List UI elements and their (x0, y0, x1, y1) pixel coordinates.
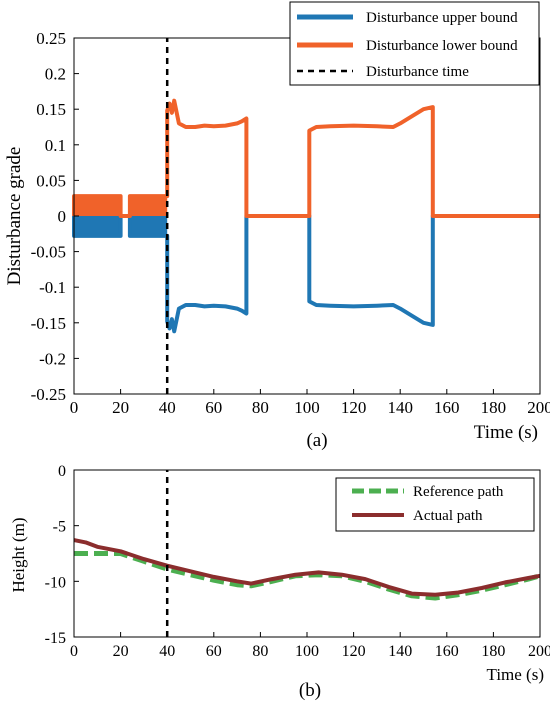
legend-label-actual-path: Actual path (413, 508, 483, 524)
x-tick-label: 100 (294, 398, 320, 417)
y-tick-label: 0.2 (45, 65, 66, 84)
y-tick-label: -0.2 (39, 349, 66, 368)
early-oscillation-band (74, 194, 168, 238)
x-tick-label: 140 (387, 398, 413, 417)
series-line-actual-path (73, 538, 541, 597)
legend-label-upper-bound: Disturbance upper bound (366, 10, 518, 26)
x-tick-label: 180 (481, 643, 505, 660)
x-tick-label: 20 (113, 643, 129, 660)
series-line-disturbance-upper-bound (72, 214, 540, 334)
panel-a-x-ticks: 0 20 40 60 80 100 120 140 160 180 200 (70, 389, 550, 417)
y-tick-label: 0.05 (36, 171, 66, 190)
panel-b-y-axis-label: Height (m) (9, 517, 28, 592)
y-tick-label: 0 (58, 207, 67, 226)
lower-bound-oscillation (74, 194, 121, 216)
y-tick-label: -0.1 (39, 278, 66, 297)
legend-label-lower-bound: Disturbance lower bound (366, 38, 518, 54)
panel-a-x-axis-label: Time (s) (474, 422, 538, 443)
panel-a: 0 20 40 60 80 100 120 140 160 180 200 0.250.20.150… (4, 1, 550, 451)
y-tick-label: -0.25 (31, 385, 66, 404)
y-tick-label: -15 (45, 630, 66, 647)
x-tick-label: 40 (159, 398, 176, 417)
panel-b-legend: Reference path Actual path (335, 477, 535, 532)
y-tick-label: -0.05 (31, 243, 66, 262)
lower-bound-oscillation (129, 194, 168, 216)
panel-a-y-axis-label: Disturbance grade (4, 147, 25, 286)
x-tick-label: 180 (481, 398, 507, 417)
x-tick-label: 0 (70, 643, 78, 660)
x-tick-label: 80 (252, 398, 269, 417)
panel-a-series-layer (72, 38, 540, 394)
x-tick-label: 200 (528, 643, 550, 660)
y-tick-label: 0 (58, 463, 66, 480)
panel-b-legend-box (335, 477, 535, 532)
y-tick-label: -10 (45, 574, 66, 591)
panel-b-label: (b) (299, 680, 321, 701)
series-line-reference-path (74, 551, 541, 601)
x-tick-label: 100 (295, 643, 319, 660)
series-line-disturbance-lower-bound (72, 98, 540, 218)
x-tick-label: 160 (435, 643, 459, 660)
x-tick-label: 0 (70, 398, 79, 417)
x-tick-label: 140 (388, 643, 412, 660)
y-tick-label: -5 (53, 519, 66, 536)
panel-a-label: (a) (306, 430, 327, 451)
x-tick-label: 80 (252, 643, 268, 660)
panel-b-y-ticks: 0 -5 -10 -15 (45, 463, 79, 647)
x-tick-label: 200 (527, 398, 550, 417)
upper-bound-oscillation (74, 216, 121, 238)
panel-b: 0 20 40 60 80 100 120 140 160 180 200 0 -5 -10 -15 He… (9, 463, 550, 701)
x-tick-label: 60 (205, 398, 222, 417)
panel-b-x-axis-label: Time (s) (487, 665, 544, 684)
panel-b-series-layer (73, 470, 541, 637)
y-tick-label: -0.15 (31, 314, 66, 333)
x-tick-label: 120 (341, 398, 367, 417)
y-tick-label: 0.25 (36, 29, 66, 48)
y-tick-label: 0.15 (36, 100, 66, 119)
x-tick-label: 160 (434, 398, 460, 417)
legend-label-reference-path: Reference path (413, 484, 504, 500)
x-tick-label: 40 (159, 643, 175, 660)
upper-bound-oscillation (129, 216, 168, 238)
x-tick-label: 120 (342, 643, 366, 660)
panel-a-legend: Disturbance upper bound Disturbance lowe… (289, 1, 540, 86)
legend-label-disturbance-time: Disturbance time (366, 64, 469, 80)
panel-b-x-ticks: 0 20 40 60 80 100 120 140 160 180 200 (70, 632, 550, 660)
panel-a-y-ticks: 0.25 0.2 0.15 0.1 0.05 0 -0.05 -0.1 -0.15 -0.2 -0.… (31, 29, 79, 404)
x-tick-label: 60 (206, 643, 222, 660)
x-tick-label: 20 (112, 398, 129, 417)
y-tick-label: 0.1 (45, 136, 66, 155)
